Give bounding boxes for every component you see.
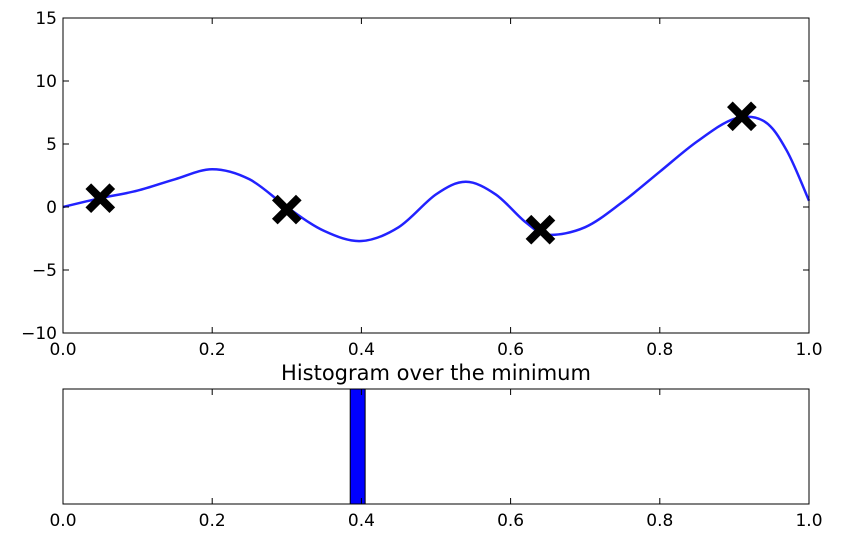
x-tick-label: 0.4 bbox=[348, 340, 375, 360]
sample-point-marker bbox=[727, 101, 757, 132]
histogram-bar bbox=[349, 388, 366, 505]
x-tick-label: 1.0 bbox=[795, 340, 822, 360]
top-plot-frame bbox=[62, 17, 810, 334]
histogram-title: Histogram over the minimum bbox=[281, 361, 591, 385]
x-tick-label: 0.4 bbox=[348, 511, 375, 531]
y-tick-label: −10 bbox=[21, 324, 57, 344]
objective-curve bbox=[62, 115, 811, 243]
y-tick-label: 10 bbox=[35, 72, 57, 92]
bottom-plot-frame bbox=[62, 388, 810, 505]
y-tick-label: 0 bbox=[46, 198, 57, 218]
x-tick-label: 0.6 bbox=[497, 340, 524, 360]
x-tick-label: 0.0 bbox=[49, 511, 76, 531]
sample-point-marker bbox=[525, 214, 556, 245]
x-tick-label: 0.8 bbox=[646, 340, 673, 360]
x-tick-label: 0.0 bbox=[49, 340, 76, 360]
histogram-plot: Histogram over the minimum 0.0 0.2 0.4 0.6 0… bbox=[49, 361, 822, 531]
sample-point-marker bbox=[271, 194, 302, 225]
y-tick-label: 5 bbox=[46, 135, 57, 155]
y-tick-label: −5 bbox=[32, 261, 57, 281]
x-tick-label: 0.2 bbox=[199, 511, 226, 531]
x-tick-label: 0.8 bbox=[646, 511, 673, 531]
objective-plot: 0.0 0.2 0.4 0.6 0.8 1.0 15 10 5 0 −5 −10 bbox=[21, 9, 822, 360]
y-tick-label: 15 bbox=[35, 9, 57, 29]
x-tick-label: 1.0 bbox=[795, 511, 822, 531]
x-tick-label: 0.6 bbox=[497, 511, 524, 531]
sample-point-marker bbox=[85, 183, 116, 214]
x-tick-label: 0.2 bbox=[199, 340, 226, 360]
